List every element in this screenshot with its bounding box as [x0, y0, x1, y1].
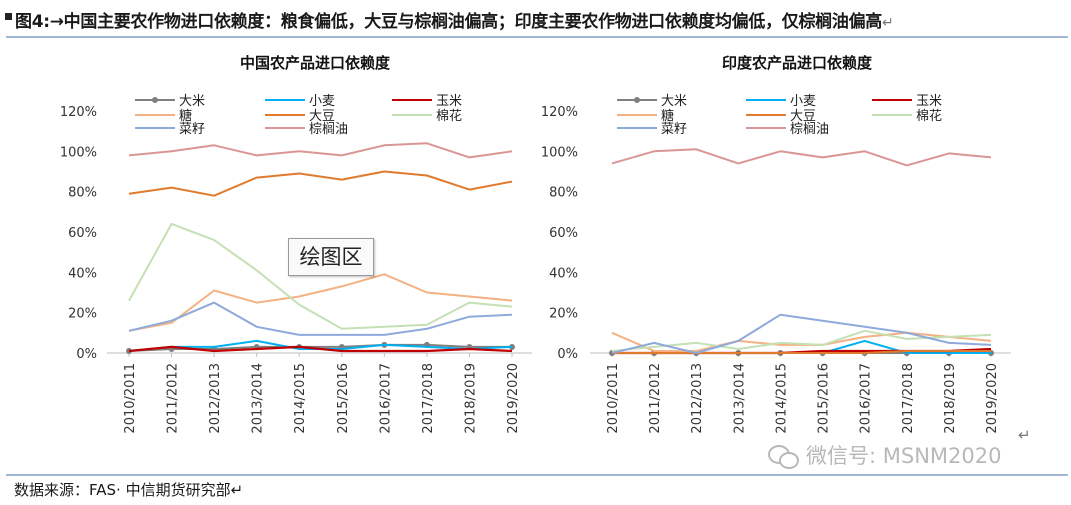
chart1-x-tick-label: 2019/2020: [506, 363, 521, 434]
watermark-text: 微信号: MSNM2020: [806, 444, 1002, 468]
chart1-x-tick-label: 2015/2016: [336, 363, 351, 434]
chart2-x-tick-label: 2012/2013: [690, 363, 705, 434]
chart2-x-tick-label: 2017/2018: [901, 363, 916, 434]
wechat-icon: [768, 444, 799, 469]
chart2-series-line: [611, 329, 992, 352]
chart2-legend-label: 大米: [661, 94, 687, 109]
chart2-legend-label: 大豆: [790, 109, 816, 124]
chart2-series-line: [611, 313, 992, 354]
wechat-watermark: 微信号: MSNM2020: [768, 440, 1001, 470]
chart1-x-tick-label: 2012/2013: [208, 363, 223, 434]
chart1-x-tick-label: 2010/2011: [123, 363, 138, 434]
chart2-y-tick-label: 40%: [549, 266, 578, 281]
chart2-y-tick-label: 80%: [549, 186, 578, 201]
chart1-series-line: [128, 170, 513, 197]
chart1-y-tick-label: 80%: [68, 186, 97, 201]
chart1-legend-label: 小麦: [309, 94, 335, 109]
figure-header: 图4:→中国主要农作物进口依赖度：粮食偏低，大豆与棕榈油偏高；印度主要农作物进口…: [0, 0, 1071, 34]
chart1-legend-label: 糖: [179, 108, 192, 124]
chart1-x-tick-label: 2013/2014: [251, 363, 266, 434]
chart2-y-tick-label: 100%: [541, 145, 578, 160]
chart1-legend-label: 玉米: [436, 94, 462, 109]
chart1-legend-marker: [152, 97, 158, 103]
chart2-x-tick-label: 2016/2017: [859, 363, 874, 434]
chart1-x-tick-label: 2011/2012: [166, 363, 181, 434]
chart2-legend-marker: [634, 97, 640, 103]
chart2-series-line: [611, 148, 992, 167]
chart2-legend-label: 糖: [661, 108, 674, 124]
figure-caption: 图4:→中国主要农作物进口依赖度：粮食偏低，大豆与棕榈油偏高；印度主要农作物进口…: [15, 12, 894, 32]
caption-bullet-icon: [5, 13, 12, 20]
chart2-series-line: [612, 350, 991, 354]
chart1-x-tick-label: 2014/2015: [293, 363, 308, 434]
chart2-legend-label: 菜籽: [661, 122, 687, 137]
plot-area-badge: 绘图区: [288, 238, 374, 276]
chart2-y-tick-label: 60%: [549, 226, 578, 241]
chart2-title: 印度农产品进口依赖度: [722, 54, 873, 72]
chart1-y-tick-label: 100%: [60, 145, 97, 160]
chart1-legend-label: 菜籽: [179, 122, 205, 137]
chart2-y-tick-label: 0%: [557, 347, 578, 362]
bottom-rule: [6, 474, 1068, 476]
chart2-y-tick-label: 20%: [549, 307, 578, 322]
chart2-legend-label: 小麦: [790, 94, 816, 109]
chart2-legend-label: 棉花: [916, 108, 942, 124]
chart1-series-line: [128, 273, 513, 332]
chart1-y-tick-label: 40%: [68, 266, 97, 281]
chart2-legend-label: 玉米: [916, 94, 942, 109]
chart1-series-line: [128, 301, 513, 336]
charts-canvas: 中国农产品进口依赖度 0% 20% 40% 60% 80% 100% 120% 2010/201…: [60, 54, 1011, 434]
chart1-legend-label: 大豆: [309, 109, 335, 124]
chart2-series-line: [611, 331, 992, 352]
chart1-y-tick-label: 120%: [60, 105, 97, 120]
chart1-y-tick-label: 20%: [68, 307, 97, 322]
chart1-legend-label: 大米: [179, 94, 205, 109]
chart1-series-line: [128, 142, 513, 159]
chart1-y-tick-label: 0%: [76, 347, 97, 362]
chart1-x-tick-label: 2018/2019: [463, 363, 478, 434]
chart1-legend-label: 棉花: [436, 108, 462, 124]
chart2-y-tick-label: 120%: [541, 105, 578, 120]
chart1-x-tick-label: 2016/2017: [378, 363, 393, 434]
chart1-series-line: [128, 222, 513, 330]
source-note: 数据来源：FAS· 中信期货研究部↵: [14, 481, 244, 499]
chart2-x-tick-label: 2015/2016: [817, 363, 832, 434]
chart2-x-tick-label: 2013/2014: [732, 363, 747, 434]
chart2-legend-label: 棕榈油: [790, 122, 829, 137]
chart2-x-tick-label: 2019/2020: [985, 363, 1000, 434]
chart1-y-tick-label: 60%: [68, 226, 97, 241]
paragraph-mark: ↵: [1018, 426, 1031, 444]
chart1-title: 中国农产品进口依赖度: [240, 54, 391, 72]
return-mark: ↵: [881, 15, 894, 31]
chart1-series-line: [128, 345, 513, 353]
chart2-x-tick-label: 2014/2015: [774, 363, 789, 434]
chart1-legend-label: 棕榈油: [309, 122, 348, 137]
chart2-x-tick-label: 2011/2012: [648, 363, 663, 434]
chart2-x-tick-label: 2010/2011: [606, 363, 621, 434]
chart1-x-tick-label: 2017/2018: [421, 363, 436, 434]
top-rule: [6, 36, 1068, 38]
chart2-x-tick-label: 2018/2019: [943, 363, 958, 434]
